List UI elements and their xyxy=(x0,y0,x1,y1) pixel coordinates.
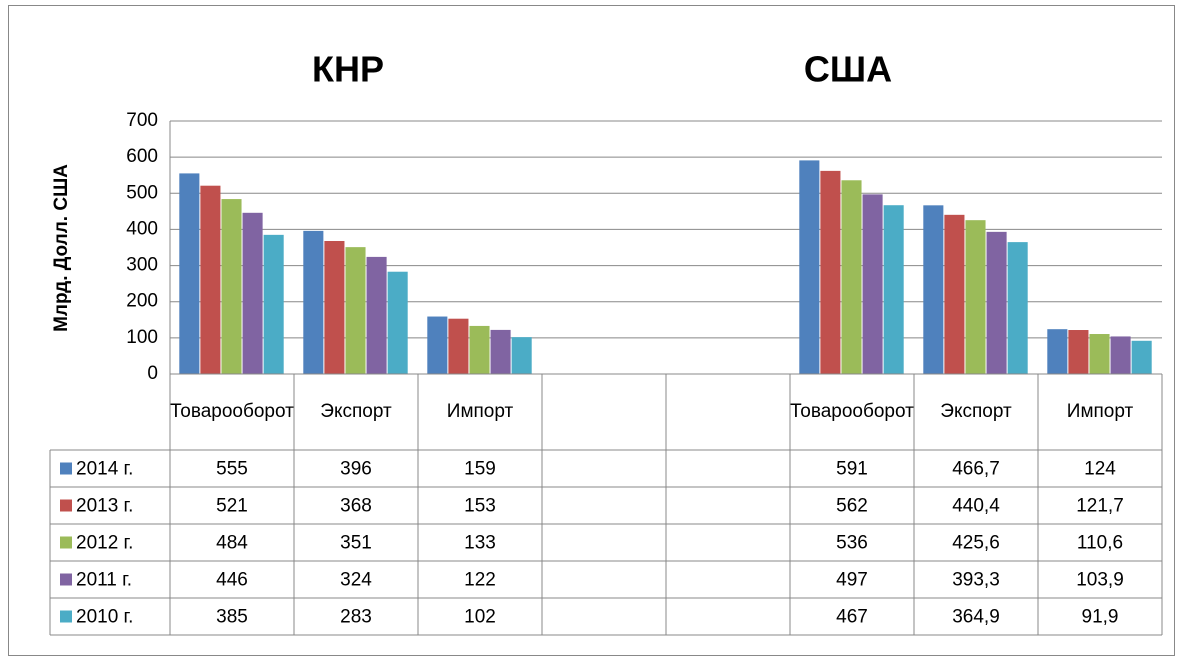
legend-swatch xyxy=(60,536,72,549)
data-label: 351 xyxy=(340,533,372,554)
data-label: 425,6 xyxy=(952,533,1000,554)
bar xyxy=(986,231,1007,374)
data-label: 159 xyxy=(464,459,496,480)
data-label: 153 xyxy=(464,496,496,517)
data-label: 562 xyxy=(836,496,868,517)
legend-swatch xyxy=(60,462,72,475)
data-label: 385 xyxy=(216,607,248,628)
y-tick-label: 700 xyxy=(126,110,158,131)
bar xyxy=(448,318,469,374)
bar xyxy=(242,212,263,374)
bar xyxy=(1068,330,1089,374)
x-tick-label-box: Импорт xyxy=(446,401,514,422)
legend-label: 2011 г. xyxy=(76,570,132,591)
bar xyxy=(862,194,883,374)
bar xyxy=(1131,340,1152,374)
x-tick-label-box: Экспорт xyxy=(320,401,392,422)
x-tick-label-box: Товарооборот xyxy=(170,401,294,422)
data-label: 122 xyxy=(464,570,496,591)
legend-label: 2012 г. xyxy=(76,533,133,554)
data-label: 110,6 xyxy=(1077,533,1123,554)
x-tick-label: Экспорт xyxy=(940,401,1012,422)
data-label: 364,9 xyxy=(952,607,1000,628)
bar xyxy=(511,337,532,374)
y-tick-label: 300 xyxy=(126,255,158,276)
x-tick-label-box: Экспорт xyxy=(940,401,1012,422)
y-axis-label: Млрд. Долл. США xyxy=(51,164,72,332)
x-tick-label-box: Товарооборот xyxy=(790,401,914,422)
bar xyxy=(221,199,242,374)
data-label: 393,3 xyxy=(952,570,1000,591)
bar xyxy=(1007,242,1028,374)
x-tick-label: Товарооборот xyxy=(790,401,914,422)
legend-swatch xyxy=(60,499,72,512)
annotation: КНР xyxy=(312,49,384,90)
y-tick-label: 600 xyxy=(126,146,158,167)
legend-swatch xyxy=(60,610,72,623)
y-tick-label: 100 xyxy=(126,327,158,348)
bar xyxy=(427,316,448,374)
bar xyxy=(200,185,221,374)
data-label: 536 xyxy=(836,533,868,554)
bar xyxy=(944,214,965,374)
y-tick-label: 500 xyxy=(126,182,158,203)
data-label: 591 xyxy=(836,459,868,480)
bar xyxy=(366,256,387,374)
bar xyxy=(387,271,408,374)
data-label: 440,4 xyxy=(952,496,1000,517)
bar xyxy=(263,234,284,374)
legend-swatch xyxy=(60,573,72,586)
annotation: США xyxy=(804,49,892,90)
bar xyxy=(841,180,862,374)
bar xyxy=(490,329,511,374)
data-label: 484 xyxy=(216,533,248,554)
bar xyxy=(1047,329,1068,374)
bar xyxy=(303,230,324,374)
data-label: 324 xyxy=(340,570,372,591)
data-label: 467 xyxy=(836,607,868,628)
data-label: 124 xyxy=(1084,459,1116,480)
data-label: 396 xyxy=(340,459,372,480)
data-label: 121,7 xyxy=(1076,496,1124,517)
y-tick-label: 400 xyxy=(126,218,158,239)
bar xyxy=(179,173,200,374)
bar xyxy=(799,160,820,374)
bar xyxy=(1110,336,1131,374)
y-tick-label: 0 xyxy=(147,363,158,384)
legend-label: 2014 г. xyxy=(76,459,133,480)
data-label: 368 xyxy=(340,496,372,517)
data-label: 102 xyxy=(464,607,496,628)
bar xyxy=(923,205,944,374)
data-label: 91,9 xyxy=(1082,607,1119,628)
data-label: 466,7 xyxy=(952,459,1000,480)
data-label: 133 xyxy=(464,533,496,554)
data-label: 283 xyxy=(340,607,372,628)
data-label: 497 xyxy=(836,570,868,591)
x-tick-label: Импорт xyxy=(1066,401,1134,422)
x-tick-label: Экспорт xyxy=(320,401,392,422)
legend-label: 2010 г. xyxy=(76,607,133,628)
data-label: 103,9 xyxy=(1076,570,1124,591)
bar xyxy=(965,220,986,374)
data-label: 521 xyxy=(216,496,248,517)
bar xyxy=(345,247,366,374)
data-label: 555 xyxy=(216,459,248,480)
x-tick-label: Товарооборот xyxy=(170,401,294,422)
bar xyxy=(820,170,841,374)
bar xyxy=(883,205,904,374)
x-tick-label-box: Импорт xyxy=(1066,401,1134,422)
y-tick-label: 200 xyxy=(126,291,158,312)
bar xyxy=(324,240,345,374)
bar xyxy=(1089,334,1110,374)
data-label: 446 xyxy=(216,570,248,591)
bar xyxy=(469,325,490,374)
legend-label: 2013 г. xyxy=(76,496,133,517)
x-tick-label: Импорт xyxy=(446,401,514,422)
